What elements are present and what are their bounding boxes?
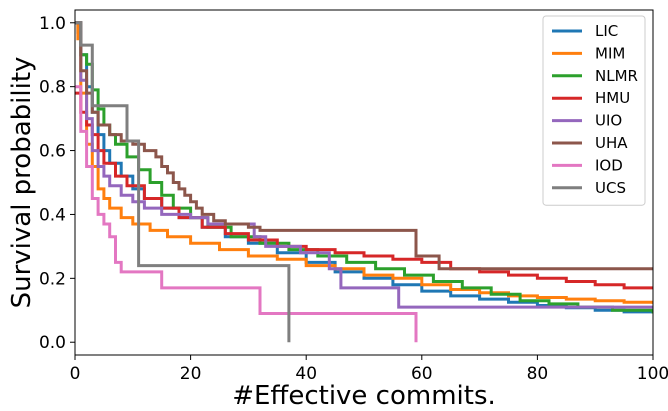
y-tick-label: 1.0 [39, 14, 66, 34]
legend-label-lic: LIC [595, 22, 618, 40]
series-line-uio [75, 21, 653, 309]
legend-label-hmu: HMU [595, 89, 630, 107]
legend-label-iod: IOD [595, 156, 623, 174]
legend-box [542, 15, 646, 206]
legend-label-uha: UHA [595, 134, 628, 152]
y-axis-label: Survival probability [7, 57, 37, 309]
legend-label-nlmr: NLMR [595, 67, 638, 85]
y-tick-label: 0.2 [39, 269, 66, 289]
x-axis-label: #Effective commits. [232, 381, 496, 411]
series-line-hmu [75, 91, 653, 290]
x-tick-label: 20 [180, 364, 202, 384]
x-tick-label: 100 [637, 364, 668, 384]
x-tick-label: 80 [527, 364, 549, 384]
series-line-iod [75, 85, 418, 343]
legend: LIC MIM NLMR HMU UIO UHA IOD UCS [542, 15, 646, 206]
series-line-ucs [75, 21, 291, 343]
legend-label-uio: UIO [595, 112, 622, 130]
y-tick-label: 0.4 [39, 205, 66, 225]
y-tick-label: 0.0 [39, 333, 66, 353]
series-line-mim [75, 21, 653, 304]
legend-label-ucs: UCS [595, 179, 626, 197]
legend-label-mim: MIM [595, 44, 625, 62]
x-tick-label: 60 [411, 364, 433, 384]
plot-frame [74, 9, 654, 356]
x-tick-label: 0 [70, 364, 81, 384]
y-tick-label: 0.8 [39, 78, 66, 98]
series-line-nlmr [75, 21, 653, 314]
x-axis: 0 20 40 60 80 100 [70, 355, 668, 384]
x-tick-label: 40 [295, 364, 317, 384]
series-layer [75, 21, 653, 343]
y-axis: 0.0 0.2 0.4 0.6 0.8 1.0 [39, 14, 75, 353]
y-tick-label: 0.6 [39, 142, 66, 162]
series-line-uha [75, 21, 653, 271]
